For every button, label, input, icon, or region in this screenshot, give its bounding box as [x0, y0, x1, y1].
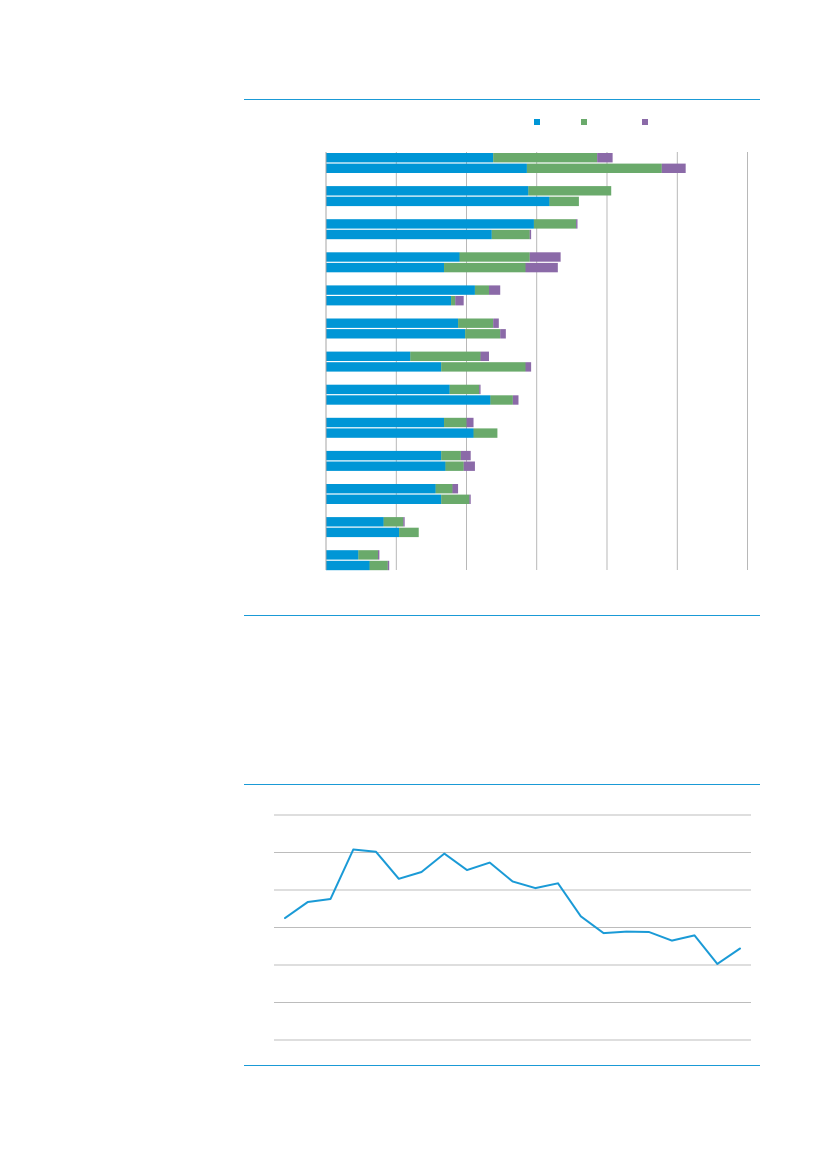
- bar-segment-4-1-s2: [455, 296, 464, 306]
- top-rule-chart-2: [244, 784, 760, 785]
- bar-segment-10-1-s1: [441, 494, 470, 504]
- bar-segment-7-1-s0: [326, 395, 491, 405]
- bar-segment-12-0-s0: [326, 550, 359, 560]
- top-rule-chart-1: [244, 99, 760, 100]
- bar-segment-6-0-s0: [326, 351, 411, 361]
- bar-segment-6-0-s1: [410, 351, 481, 361]
- legend-swatch-series-3: [642, 119, 648, 125]
- bar-segment-11-0-s1: [383, 517, 404, 527]
- bar-segment-5-0-s1: [458, 318, 494, 328]
- bar-segment-9-1-s1: [445, 461, 464, 471]
- bar-segment-8-1-s0: [326, 428, 474, 438]
- bar-segment-7-0-s0: [326, 384, 450, 395]
- bar-segment-4-1-s0: [326, 296, 452, 306]
- bar-segment-0-1-s0: [326, 163, 527, 173]
- bar-segment-8-1-s1: [473, 428, 498, 438]
- bar-segment-12-1-s1: [369, 560, 388, 571]
- bar-segment-11-0-s0: [326, 517, 384, 527]
- bar-segment-8-0-s0: [326, 417, 445, 428]
- bar-segment-7-0-s2: [479, 384, 481, 395]
- bar-segment-3-0-s1: [459, 252, 530, 262]
- bar-segment-9-0-s2: [460, 450, 471, 461]
- bar-segment-10-0-s0: [326, 484, 436, 494]
- bar-segment-2-0-s0: [326, 219, 534, 229]
- bar-segment-12-0-s1: [358, 550, 378, 560]
- bar-segment-3-0-s2: [529, 252, 561, 262]
- bar-segment-10-0-s2: [452, 484, 459, 494]
- bar-segment-4-0-s1: [474, 285, 489, 295]
- legend-swatch-series-2: [581, 119, 587, 125]
- bar-segment-1-1-s0: [326, 196, 550, 207]
- bar-segment-6-1-s2: [525, 362, 532, 372]
- bar-segment-7-1-s1: [490, 395, 513, 405]
- bar-segment-10-0-s1: [435, 484, 453, 494]
- bar-segment-7-0-s1: [449, 384, 480, 395]
- bar-segment-12-0-s2: [377, 550, 380, 560]
- bar-segment-1-1-s1: [549, 196, 579, 207]
- bar-segment-5-1-s1: [465, 329, 501, 339]
- bar-segment-1-0-s0: [326, 186, 529, 196]
- bar-segment-3-0-s0: [326, 252, 460, 262]
- bottom-rule-chart-1: [244, 615, 760, 616]
- bar-segment-6-0-s2: [480, 351, 489, 361]
- bar-segment-6-1-s0: [326, 362, 442, 372]
- bar-segment-9-1-s2: [463, 461, 475, 471]
- bar-segment-5-0-s0: [326, 318, 459, 328]
- bar-segment-5-1-s2: [500, 329, 506, 339]
- bar-segment-2-0-s1: [533, 219, 577, 229]
- bar-segment-0-1-s1: [526, 163, 662, 173]
- bar-segment-8-0-s1: [444, 417, 467, 428]
- bar-segment-11-1-s0: [326, 527, 400, 538]
- bar-segment-5-1-s0: [326, 329, 466, 339]
- bar-segment-9-0-s1: [441, 450, 461, 461]
- bar-segment-11-0-s2: [403, 517, 405, 527]
- bar-segment-4-1-s1: [451, 296, 456, 306]
- bar-segment-2-1-s1: [491, 229, 530, 240]
- bar-segment-12-1-s2: [387, 560, 390, 571]
- legend-swatch-series-1: [534, 119, 540, 125]
- bar-segment-0-1-s2: [661, 163, 686, 173]
- bar-segment-4-0-s0: [326, 285, 475, 295]
- bar-segment-10-1-s0: [326, 494, 442, 504]
- bar-segment-10-1-s2: [469, 494, 471, 504]
- series-line: [284, 848, 741, 965]
- bar-segment-8-0-s2: [466, 417, 474, 428]
- bar-segment-1-0-s1: [528, 186, 612, 196]
- bar-segment-0-0-s2: [597, 153, 613, 163]
- bar-segment-0-0-s0: [326, 153, 494, 163]
- bar-segment-4-0-s2: [488, 285, 501, 295]
- bar-segment-12-1-s0: [326, 560, 370, 571]
- bar-segment-3-1-s2: [525, 262, 558, 273]
- bar-segment-0-0-s1: [493, 153, 598, 163]
- bar-segment-7-1-s2: [512, 395, 519, 405]
- bottom-rule-chart-2: [244, 1065, 760, 1066]
- bar-segment-2-1-s0: [326, 229, 492, 240]
- bar-segment-9-0-s0: [326, 450, 442, 461]
- bar-segment-6-1-s1: [441, 362, 526, 372]
- bar-segment-3-1-s1: [444, 262, 526, 273]
- bar-segment-3-1-s0: [326, 262, 445, 273]
- bar-segment-11-1-s1: [399, 527, 419, 538]
- bar-segment-2-0-s2: [576, 219, 578, 229]
- bar-segment-9-1-s0: [326, 461, 446, 471]
- bar-segment-5-0-s2: [493, 318, 499, 328]
- bar-segment-2-1-s2: [529, 229, 532, 240]
